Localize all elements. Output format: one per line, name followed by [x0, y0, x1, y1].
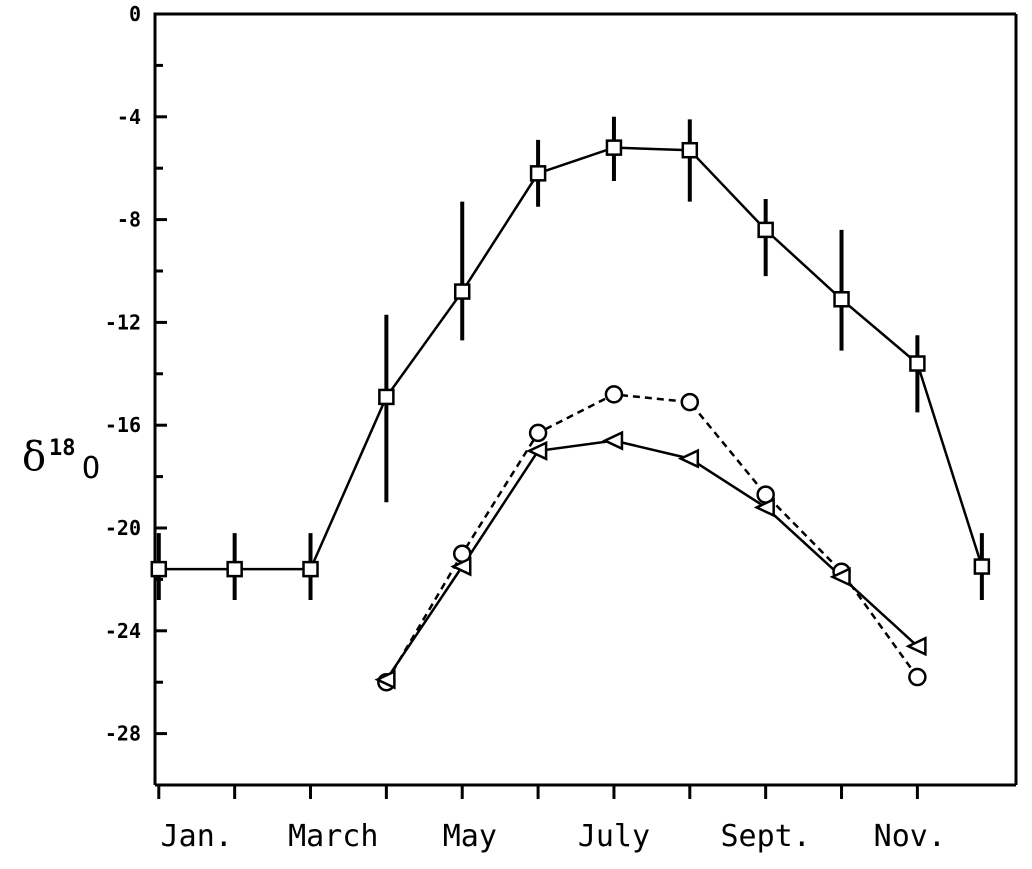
square-marker	[529, 165, 547, 182]
series-1-line	[158, 146, 984, 571]
triangle-marker	[450, 556, 472, 577]
series-markers	[150, 139, 991, 692]
square-marker	[681, 141, 699, 159]
x-tick-label: Jan.	[161, 819, 233, 854]
x-tick-label: Sept.	[721, 819, 811, 854]
y-tick-label: -20	[105, 516, 141, 540]
series-3-line	[385, 439, 919, 681]
circle-marker	[528, 423, 548, 443]
y-tick-label: -24	[105, 619, 141, 643]
square-marker	[605, 139, 623, 156]
x-tick-label: March	[288, 819, 378, 854]
triangle-marker	[374, 669, 396, 690]
square-marker	[150, 560, 168, 578]
series-2-line	[385, 393, 919, 683]
square-marker	[757, 221, 774, 239]
y-axis-label-main: δ	[22, 434, 46, 480]
y-tick-label: -16	[105, 413, 141, 437]
y-axis-label-sup: 18	[49, 436, 76, 461]
error-bars	[156, 116, 984, 600]
square-marker	[453, 283, 471, 300]
triangle-marker	[753, 497, 775, 518]
y-tick-label: -12	[105, 310, 141, 334]
y-tick-label: -4	[117, 105, 141, 129]
y-tick-label: -28	[105, 722, 141, 746]
triangle-marker	[526, 440, 548, 461]
circle-marker	[604, 385, 624, 404]
x-tick-label: May	[443, 819, 497, 854]
y-axis-label: δ 18 O	[22, 434, 100, 486]
tick-labels: 0 -4 -8 -12 -16 -20 -24 -28 Jan. March May July Sept…	[105, 2, 946, 854]
triangle-marker	[602, 430, 624, 451]
triangle-marker	[677, 448, 700, 469]
y-tick-label: 0	[129, 2, 141, 26]
y-axis-label-sub: O	[82, 451, 100, 486]
x-tick-label: Nov.	[874, 819, 946, 854]
square-marker	[973, 558, 991, 575]
x-tick-label: July	[578, 819, 650, 854]
square-marker	[378, 388, 395, 406]
square-marker	[302, 560, 319, 578]
square-marker	[226, 560, 243, 578]
square-marker	[833, 291, 850, 308]
y-axis-line	[153, 12, 1016, 785]
triangle-marker	[829, 566, 851, 587]
circle-marker	[908, 667, 927, 687]
square-marker	[909, 355, 926, 372]
triangle-marker	[905, 636, 927, 657]
circle-marker	[680, 392, 700, 412]
chart-axes	[153, 12, 1018, 787]
y-tick-label: -8	[117, 208, 141, 232]
chart-ticks	[155, 12, 919, 799]
series-lines	[158, 146, 984, 683]
